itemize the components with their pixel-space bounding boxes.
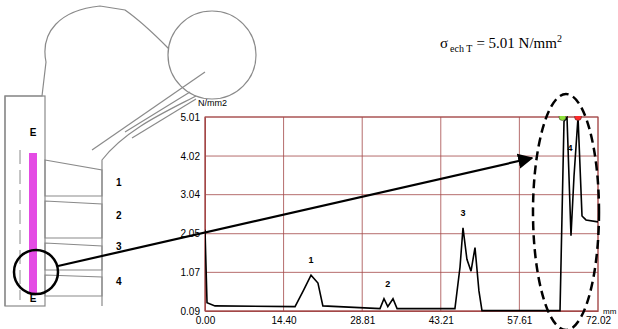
tick: 1.07 <box>181 267 205 278</box>
annotation-superscript: 2 <box>557 33 562 44</box>
plate <box>5 96 45 306</box>
annotation: σech T = 5.01 N/mm2 <box>440 33 562 54</box>
annotation-subscript: ech T <box>450 43 472 54</box>
grid-line <box>519 117 520 311</box>
arrow <box>58 158 532 266</box>
grid-line <box>205 272 598 273</box>
path-e-e <box>29 153 37 293</box>
tick-label: 72.02 <box>586 315 611 326</box>
tick: 5.01 <box>181 112 205 123</box>
femur-outline <box>5 6 172 306</box>
tick-label: 57.61 <box>507 315 532 326</box>
tick-label: 1.07 <box>181 267 201 278</box>
tick-label: 14.40 <box>272 315 297 326</box>
y-axis: 0.091.072.053.044.025.01 <box>181 112 206 317</box>
annotation-symbol: σ <box>440 35 448 51</box>
figure: 1234EE0.091.072.053.044.025.010.0014.402… <box>0 0 618 329</box>
zone-label: 3 <box>116 241 122 252</box>
zone-label: 2 <box>116 210 122 221</box>
plate-dash <box>20 150 21 300</box>
grid-line <box>205 156 598 157</box>
grid-line <box>362 117 363 311</box>
tick: 43.21 <box>429 311 454 326</box>
x-axis-title: mm <box>603 307 617 316</box>
zone <box>45 201 102 238</box>
peak-label: 1 <box>309 255 314 265</box>
grid-line <box>205 233 598 234</box>
zone <box>45 160 102 196</box>
highlight-point <box>575 116 582 121</box>
tick-label: 43.21 <box>429 315 454 326</box>
highlight-ellipse <box>533 94 599 329</box>
tick: 57.61 <box>507 311 532 326</box>
annotation-text: = 5.01 N/mm <box>476 35 557 51</box>
zone-label: 1 <box>116 177 122 188</box>
grid-line <box>205 194 598 195</box>
peak-label: 4 <box>568 143 573 153</box>
zone <box>45 243 102 270</box>
y-axis-title: N/mm2 <box>198 98 227 108</box>
path-label: E <box>30 127 37 138</box>
peak-label: 3 <box>460 208 465 218</box>
highlight-point <box>559 116 566 121</box>
tick: 4.02 <box>181 151 205 162</box>
tick-label: 28.81 <box>350 315 375 326</box>
tick: 3.04 <box>181 189 205 200</box>
tick: 28.81 <box>350 311 375 326</box>
grid-line <box>440 117 441 311</box>
zone-label: 4 <box>116 276 122 287</box>
tick-label: 4.02 <box>181 151 201 162</box>
chart: 0.091.072.053.044.025.010.0014.4028.8143… <box>181 98 617 326</box>
tick: 14.40 <box>272 311 297 326</box>
implant-line <box>92 72 205 150</box>
zoom-circle <box>14 250 58 294</box>
femur-head <box>168 11 256 99</box>
tick-label: 5.01 <box>181 112 201 123</box>
x-axis: 0.00 14.40 28.81 43.21 57.61 72.02 <box>196 311 612 326</box>
peak-label: 2 <box>385 279 390 289</box>
tick-label: 3.04 <box>181 189 201 200</box>
tick-label: 0.00 <box>196 315 216 326</box>
tick: 0.00 <box>196 311 216 326</box>
